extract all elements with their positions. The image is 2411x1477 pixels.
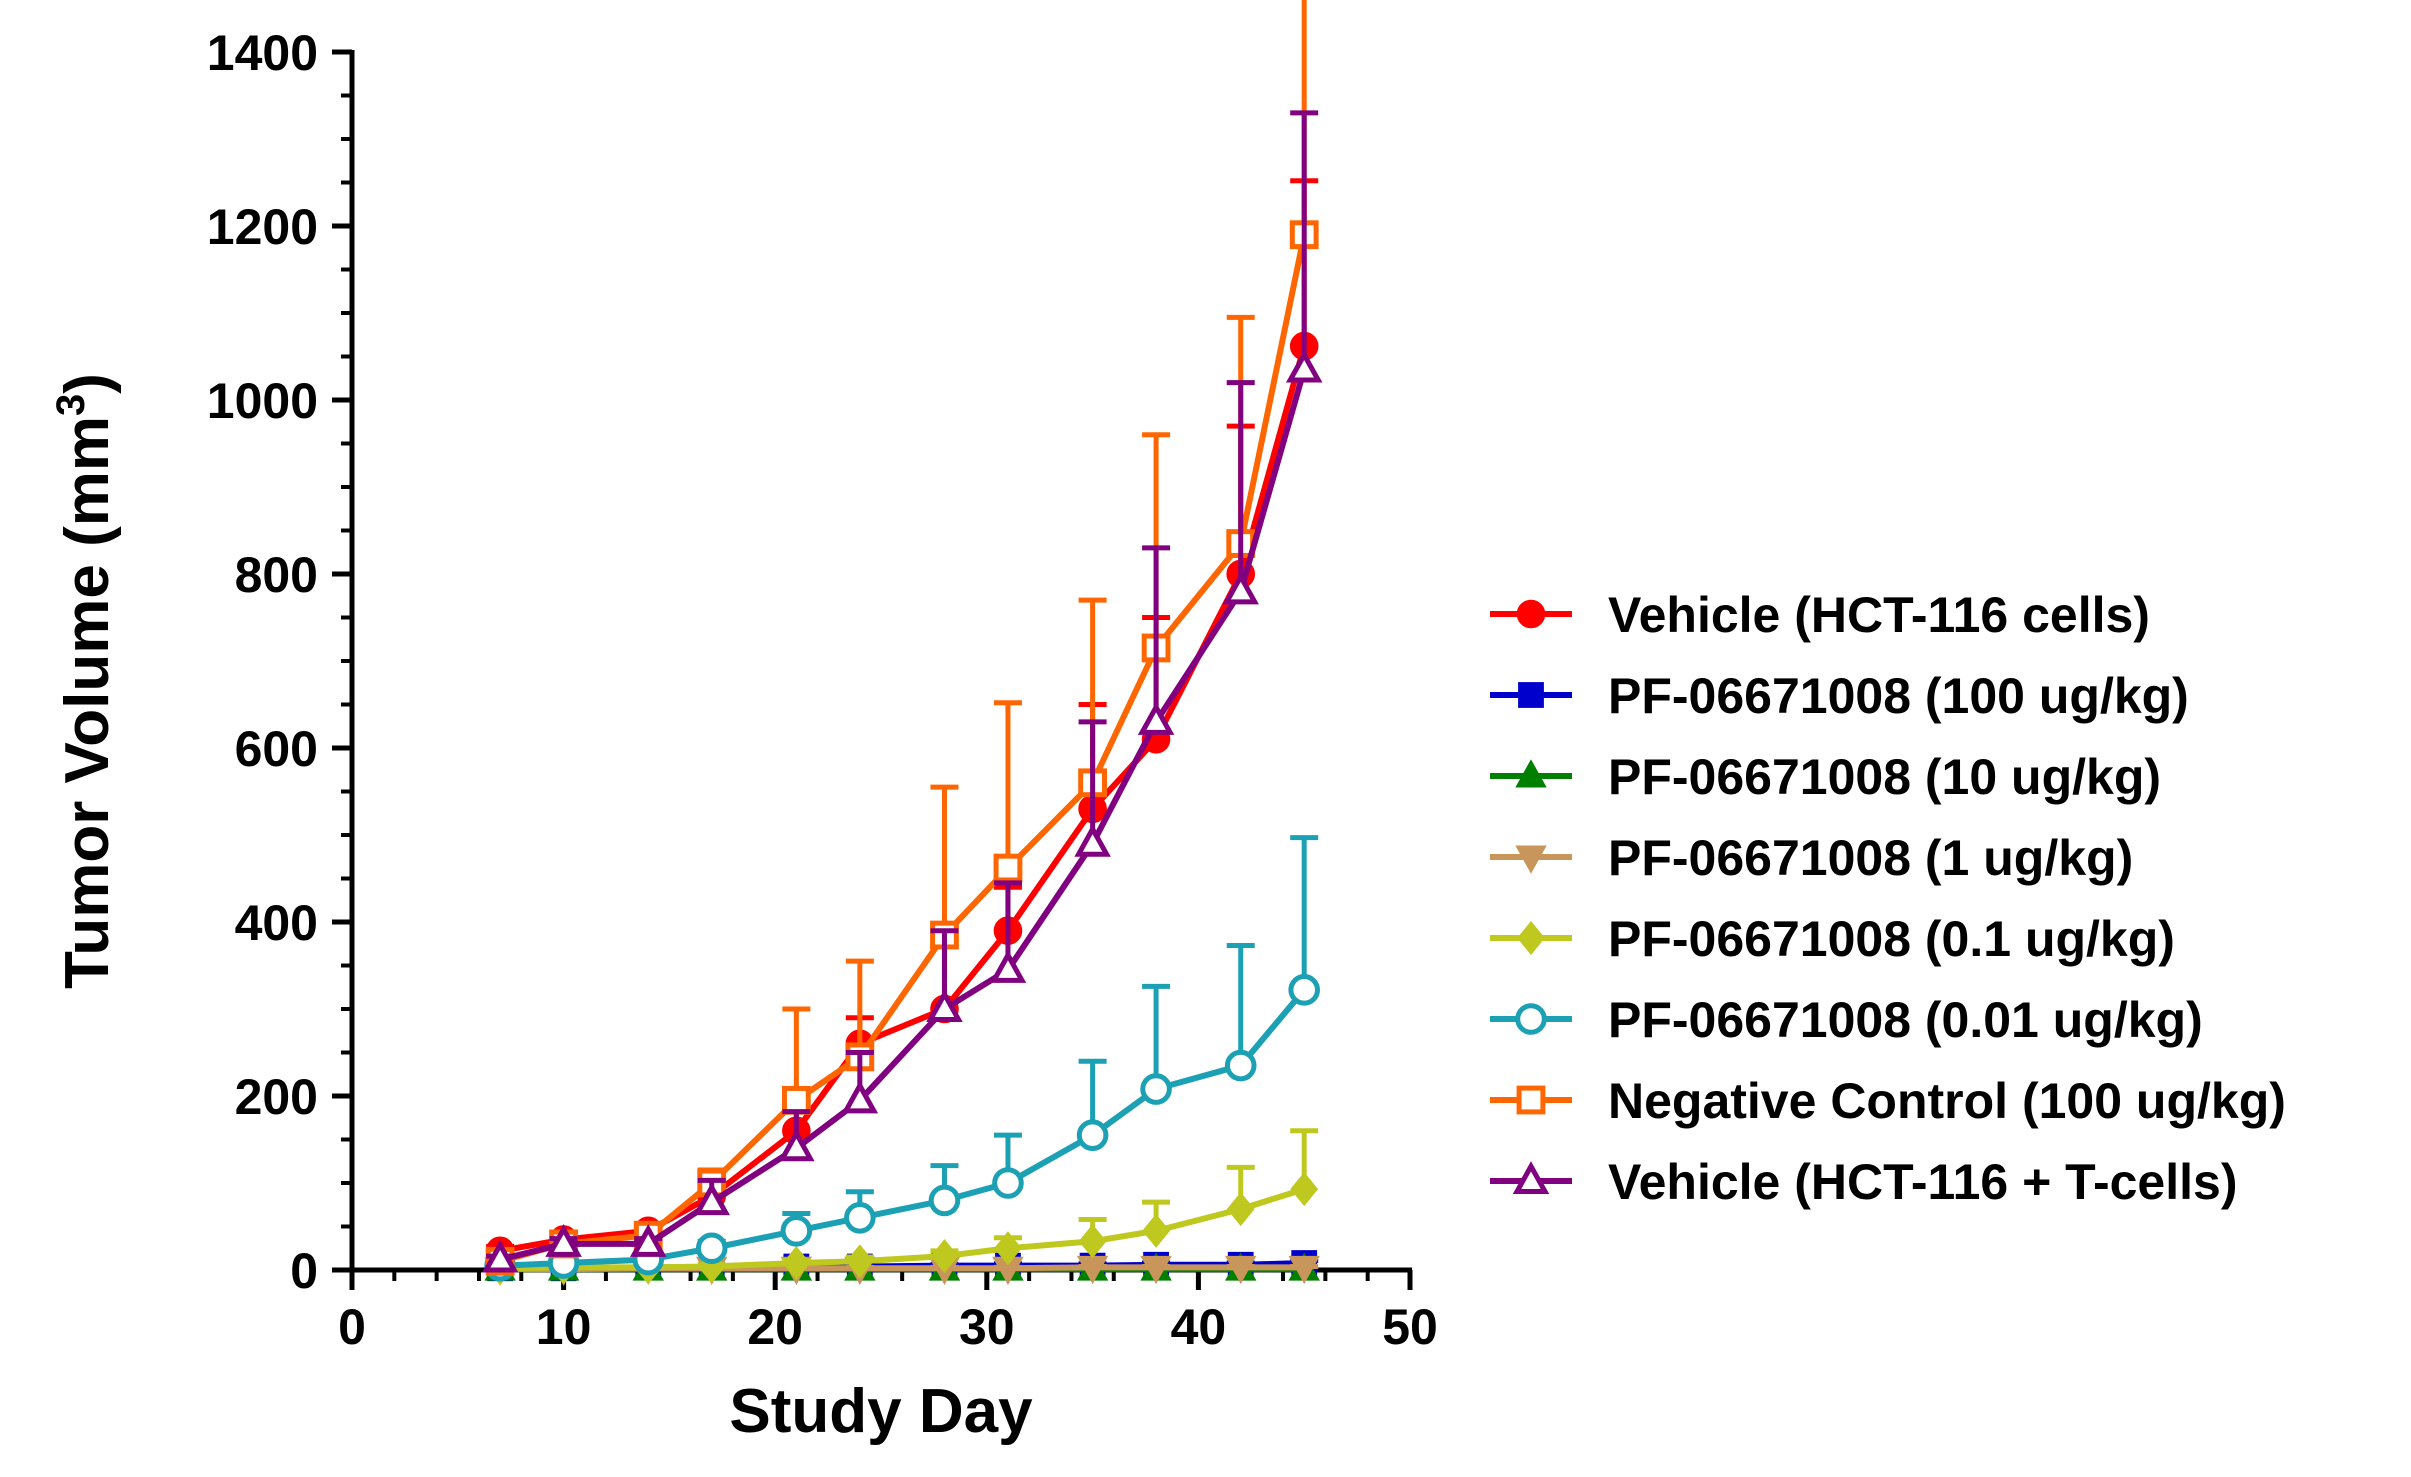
y-tick-label: 200: [235, 1069, 318, 1125]
y-tick-label: 1200: [207, 199, 318, 255]
data-point: [1078, 1224, 1107, 1259]
x-axis-title: Study Day: [729, 1377, 1033, 1446]
y-tick-label: 400: [235, 895, 318, 951]
legend-item: Vehicle (HCT-116 cells): [1490, 587, 2150, 643]
data-point: [993, 853, 1023, 883]
series-line: [499, 368, 1308, 1263]
data-point: [1140, 1073, 1172, 1105]
legend-item: Negative Control (100 ug/kg): [1490, 1073, 2286, 1129]
series-line: [500, 1186, 1306, 1272]
data-point: [841, 1080, 879, 1114]
data-point: [781, 1085, 811, 1115]
data-point: [545, 1224, 582, 1257]
y-ticks: 0 200 400 600 800 1000 1200 1400: [207, 25, 352, 1299]
legend-marker: [1518, 682, 1544, 708]
data-point: [989, 950, 1027, 983]
data-point: [1288, 974, 1320, 1006]
data-point: [1222, 571, 1259, 605]
legend-label: PF-06671008 (0.01 ug/kg): [1608, 992, 2203, 1048]
y-tick-label: 0: [290, 1243, 318, 1299]
data-point: [994, 1231, 1022, 1266]
legend-label: Negative Control (100 ug/kg): [1608, 1073, 2286, 1129]
data-point: [1226, 1192, 1255, 1227]
data-point: [1285, 349, 1323, 383]
data-point: [1290, 1172, 1319, 1207]
data-point: [780, 1215, 813, 1247]
data-point: [782, 1246, 811, 1281]
legend-marker: [1517, 921, 1545, 955]
data-point: [930, 1239, 959, 1274]
data-point: [1224, 1049, 1257, 1082]
series-layer: [481, 0, 1323, 1286]
legend-item: PF-06671008 (0.1 ug/kg): [1490, 911, 2175, 967]
data-point: [481, 1239, 519, 1273]
axes: 0 200 400 600 800 1000 1200 1400 0 10 20 30 40 50: [207, 25, 1438, 1355]
data-point: [1142, 1213, 1170, 1248]
legend-marker: [1515, 759, 1547, 788]
x-tick-label: 0: [338, 1299, 366, 1355]
data-point: [992, 1167, 1024, 1199]
legend-label: PF-06671008 (1 ug/kg): [1608, 830, 2133, 886]
legend-label: PF-06671008 (10 ug/kg): [1608, 749, 2161, 805]
legend-marker: [1516, 599, 1546, 629]
legend-item: PF-06671008 (10 ug/kg): [1490, 749, 2161, 805]
legend-label: PF-06671008 (0.1 ug/kg): [1608, 911, 2175, 967]
legend: Vehicle (HCT-116 cells) PF-06671008 (100 …: [1490, 587, 2286, 1210]
data-point: [1140, 1255, 1172, 1285]
x-tick-label: 30: [959, 1299, 1015, 1355]
data-point: [1225, 1255, 1257, 1285]
series-line: [499, 345, 1308, 1254]
data-point: [695, 1232, 728, 1265]
x-ticks: 0 10 20 30 40 50: [338, 1270, 1438, 1355]
data-point: [845, 1244, 874, 1279]
series-line: [499, 234, 1308, 1265]
data-point: [1137, 702, 1175, 735]
y-axis-title: Tumor Volume (mm3): [49, 373, 122, 989]
data-point: [629, 1224, 667, 1257]
legend-label: Vehicle (HCT-116 + T-cells): [1608, 1154, 2237, 1210]
data-point: [1288, 1255, 1320, 1285]
data-point: [844, 1202, 876, 1234]
legend-item: Vehicle (HCT-116 + T-cells): [1490, 1154, 2237, 1210]
legend-item: PF-06671008 (1 ug/kg): [1490, 830, 2133, 886]
legend-label: PF-06671008 (100 ug/kg): [1608, 668, 2189, 724]
legend-marker: [1516, 1085, 1546, 1115]
x-tick-label: 20: [747, 1299, 803, 1355]
legend-marker: [1515, 1003, 1547, 1035]
series-7: [485, 0, 1319, 1276]
y-axis-title-superscript: 3: [49, 394, 93, 416]
y-axis-title-main: Tumor Volume (mm: [53, 416, 122, 989]
legend-item: PF-06671008 (0.01 ug/kg): [1490, 992, 2203, 1048]
x-tick-label: 50: [1382, 1299, 1438, 1355]
data-point: [1074, 823, 1111, 857]
legend-marker: [1515, 845, 1547, 874]
data-point: [926, 989, 963, 1022]
legend-label: Vehicle (HCT-116 cells): [1608, 587, 2150, 643]
x-tick-label: 10: [536, 1299, 592, 1355]
data-point: [693, 1182, 730, 1216]
y-tick-label: 1000: [207, 373, 318, 429]
data-point: [1076, 1119, 1109, 1151]
y-tick-label: 800: [235, 547, 318, 603]
series-1: [485, 178, 1319, 1266]
y-tick-label: 1400: [207, 25, 318, 81]
legend-item: PF-06671008 (100 ug/kg): [1490, 668, 2189, 724]
series-8: [481, 110, 1323, 1273]
x-tick-label: 40: [1171, 1299, 1227, 1355]
data-point: [778, 1128, 815, 1162]
y-axis-title-close: ): [53, 373, 122, 394]
legend-marker: [1512, 1161, 1550, 1194]
y-tick-label: 600: [235, 721, 318, 777]
data-point: [928, 1184, 961, 1217]
